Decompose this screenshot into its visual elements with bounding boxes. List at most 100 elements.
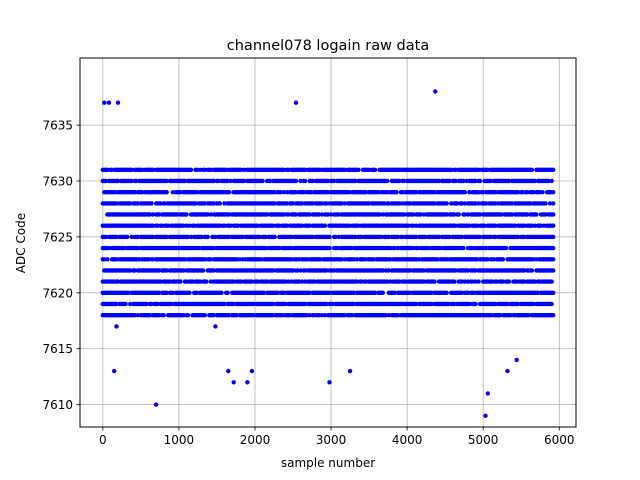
data-point [114,234,119,240]
data-point [129,234,134,240]
data-point [135,201,140,206]
data-point [249,279,255,284]
data-point [342,257,347,262]
data-point [170,290,175,295]
data-point [392,245,398,251]
data-point [128,268,133,273]
data-point [204,279,209,284]
data-point [114,201,119,206]
data-point [551,201,556,206]
data-point [150,223,156,228]
data-point [149,201,154,206]
data-point [208,167,213,172]
x-axis-label: sample number [281,456,375,470]
x-tick-label: 6000 [544,433,575,447]
data-point [371,257,376,262]
data-point [327,245,332,251]
data-point [485,391,490,396]
data-point [385,190,390,195]
data-point [362,257,367,262]
data-point [529,167,535,172]
data-point [284,223,290,228]
data-point [363,190,369,195]
data-point [549,301,554,307]
data-point [286,212,291,217]
data-point [137,257,142,262]
x-tick-label: 3000 [316,433,347,447]
x-tick-label: 1000 [164,433,195,447]
data-point [187,290,192,295]
data-point [164,234,169,240]
data-point [166,223,171,228]
data-point [158,279,163,284]
data-point [150,234,156,240]
data-point [363,279,369,284]
data-point [255,279,261,284]
y-tick-label: 7610 [42,398,73,412]
data-point [164,290,169,295]
data-point [551,268,556,273]
data-point [251,301,256,307]
data-point [225,290,230,295]
y-axis-label: ADC Code [14,213,28,273]
data-point [433,89,438,94]
data-point [293,178,299,184]
data-point [135,313,140,318]
data-point [219,290,224,295]
data-point [327,290,332,295]
data-point [249,368,255,374]
data-point [551,245,556,251]
data-point [242,178,247,184]
data-point [156,268,162,273]
data-point [205,234,210,240]
data-point [150,257,156,262]
data-point [444,201,449,206]
data-point [307,290,312,295]
data-point [298,178,303,184]
data-point [452,279,457,284]
data-point [135,234,140,240]
data-point [231,380,236,385]
data-point [149,301,154,307]
data-point [432,279,437,284]
chart-title: channel078 logain raw data [227,38,429,54]
data-point [228,178,233,184]
data-point [356,223,361,228]
data-point [106,100,112,105]
data-point [170,190,175,195]
data-point [342,167,347,172]
data-point [377,212,382,217]
data-point [347,368,353,374]
data-point [354,279,360,284]
data-point [135,245,140,251]
data-point [293,190,299,195]
data-point [551,257,556,262]
x-tick-label: 5000 [468,433,499,447]
data-point [376,190,381,195]
data-point [222,301,227,307]
data-point [286,167,291,172]
data-point [383,313,388,318]
data-point [500,257,506,262]
data-point [263,245,268,251]
data-point [319,201,325,206]
data-point [551,290,556,295]
data-point [461,245,466,251]
data-point [114,324,119,329]
data-point [503,245,509,251]
data-point [333,234,338,240]
data-point [354,257,360,262]
data-point [208,212,213,217]
data-point [356,167,361,172]
data-point [549,178,554,184]
data-point [385,279,390,284]
data-point [406,223,411,228]
data-point [129,178,134,184]
data-point [112,368,117,374]
data-point [245,380,250,385]
data-point [551,223,556,228]
data-point [144,301,150,307]
data-point [129,167,134,172]
x-tick-label: 2000 [240,433,271,447]
data-point [271,268,276,273]
